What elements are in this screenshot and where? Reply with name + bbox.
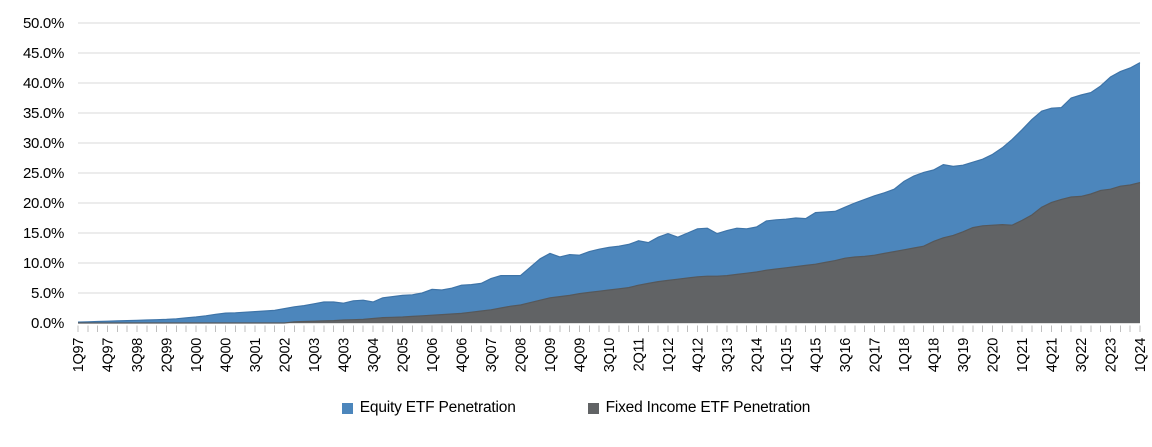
y-tick-label: 0.0% bbox=[31, 315, 64, 332]
x-tick-label: 3Q01 bbox=[248, 338, 264, 373]
x-tick-label: 3Q19 bbox=[956, 338, 972, 373]
x-tick-label: 4Q15 bbox=[809, 338, 825, 373]
x-tick-label: 4Q03 bbox=[337, 338, 353, 373]
y-tick-label: 50.0% bbox=[23, 15, 64, 32]
fixed-income-legend-label: Fixed Income ETF Penetration bbox=[605, 399, 811, 416]
x-tick-label: 4Q18 bbox=[927, 338, 943, 373]
x-tick-label: 3Q04 bbox=[366, 338, 382, 373]
x-tick-label: 4Q12 bbox=[691, 338, 707, 373]
x-tick-label: 4Q06 bbox=[455, 338, 471, 373]
area-fixed-income bbox=[78, 182, 1140, 323]
x-tick-label: 2Q05 bbox=[396, 338, 412, 373]
x-tick-label: 2Q23 bbox=[1104, 338, 1120, 373]
x-tick-label: 2Q99 bbox=[160, 338, 176, 373]
x-tick-label: 1Q18 bbox=[897, 338, 913, 373]
x-tick-label: 4Q97 bbox=[101, 338, 117, 373]
x-tick-label: 1Q12 bbox=[661, 338, 677, 373]
x-tick-label: 3Q10 bbox=[602, 338, 618, 373]
x-tick-label: 3Q22 bbox=[1074, 338, 1090, 373]
y-tick-label: 25.0% bbox=[23, 165, 64, 182]
x-tick-label: 4Q21 bbox=[1045, 338, 1061, 373]
y-tick-label: 40.0% bbox=[23, 75, 64, 92]
x-tick-label: 3Q98 bbox=[130, 338, 146, 373]
x-tick-label: 2Q08 bbox=[514, 338, 530, 373]
x-tick-label: 1Q09 bbox=[543, 338, 559, 373]
x-tick-label: 1Q06 bbox=[425, 338, 441, 373]
x-tick-label: 3Q07 bbox=[484, 338, 500, 373]
x-tick-label: 2Q17 bbox=[868, 338, 884, 373]
y-tick-label: 45.0% bbox=[23, 45, 64, 62]
x-tick-label: 2Q02 bbox=[278, 338, 294, 373]
x-tick-label: 2Q20 bbox=[986, 338, 1002, 373]
legend-item-equity: Equity ETF Penetration bbox=[341, 399, 516, 417]
x-tick-label: 3Q16 bbox=[838, 338, 854, 373]
y-tick-label: 20.0% bbox=[23, 195, 64, 212]
area-edge-equity bbox=[77, 62, 1141, 323]
x-tick-label: 1Q21 bbox=[1015, 338, 1031, 373]
y-tick-label: 10.0% bbox=[23, 255, 64, 272]
equity-legend-swatch bbox=[341, 402, 353, 414]
legend-item-fixed-income: Fixed Income ETF Penetration bbox=[587, 399, 811, 417]
y-tick-label: 15.0% bbox=[23, 225, 64, 242]
x-tick-label: 1Q15 bbox=[779, 338, 795, 373]
area-plot: 0.0% 5.0% 10.0% 15.0% 20.0% 25.0% 30.0% 35.0% 40… bbox=[23, 15, 1149, 373]
fixed-income-legend-swatch bbox=[587, 402, 599, 414]
x-tick-label: 2Q11 bbox=[632, 338, 648, 371]
y-tick-label: 5.0% bbox=[31, 285, 64, 302]
area-edge-fixed-income bbox=[78, 182, 1141, 324]
x-tick-label: 1Q97 bbox=[71, 338, 87, 373]
x-tick-label: 1Q03 bbox=[307, 338, 323, 373]
chart-legend: Equity ETF Penetration Fixed Income ETF … bbox=[0, 399, 1152, 417]
equity-legend-label: Equity ETF Penetration bbox=[359, 399, 516, 416]
x-tick-label: 1Q00 bbox=[189, 338, 205, 373]
x-tick-label: 3Q13 bbox=[720, 338, 736, 373]
y-tick-label: 35.0% bbox=[23, 105, 64, 122]
x-tick-label: 1Q24 bbox=[1133, 338, 1149, 373]
x-tick-label: 2Q14 bbox=[750, 338, 766, 373]
x-tick-label: 4Q09 bbox=[573, 338, 589, 373]
y-tick-label: 30.0% bbox=[23, 135, 64, 152]
x-tick-label: 4Q00 bbox=[219, 338, 235, 373]
